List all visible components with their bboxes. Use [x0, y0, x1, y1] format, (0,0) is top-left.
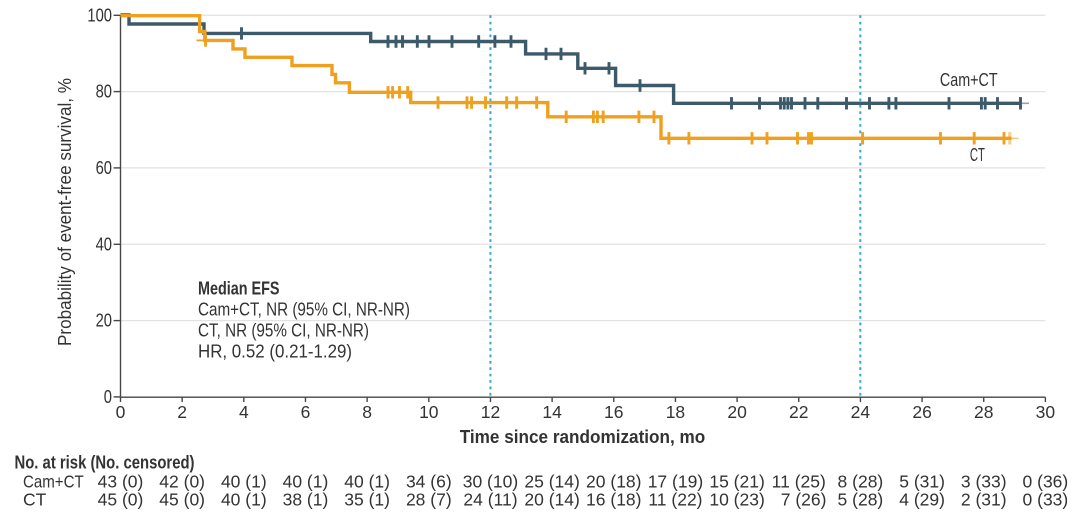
svg-text:5 (31): 5 (31) — [899, 472, 945, 492]
svg-text:Cam+CT: Cam+CT — [940, 70, 998, 90]
svg-text:0: 0 — [116, 402, 126, 422]
svg-text:15 (21): 15 (21) — [709, 472, 764, 492]
svg-text:25 (14): 25 (14) — [524, 472, 579, 492]
svg-text:43 (0): 43 (0) — [98, 472, 144, 492]
svg-text:10: 10 — [419, 402, 439, 422]
svg-text:40 (1): 40 (1) — [344, 472, 390, 492]
svg-text:5 (28): 5 (28) — [838, 489, 884, 509]
svg-text:2 (31): 2 (31) — [961, 489, 1007, 509]
svg-text:26: 26 — [912, 402, 931, 422]
svg-text:17 (19): 17 (19) — [648, 472, 703, 492]
svg-text:4: 4 — [239, 402, 249, 422]
svg-text:34 (6): 34 (6) — [406, 472, 452, 492]
svg-text:10 (23): 10 (23) — [709, 489, 764, 509]
svg-text:30: 30 — [1036, 402, 1056, 422]
svg-text:CT, NR (95% CI, NR-NR): CT, NR (95% CI, NR-NR) — [198, 321, 369, 341]
svg-text:20 (18): 20 (18) — [586, 472, 641, 492]
svg-text:Time since randomization, mo: Time since randomization, mo — [460, 426, 706, 447]
svg-text:40: 40 — [96, 234, 112, 254]
svg-text:Cam+CT, NR (95% CI, NR-NR): Cam+CT, NR (95% CI, NR-NR) — [198, 300, 410, 320]
svg-text:20: 20 — [96, 311, 112, 331]
svg-text:0 (36): 0 (36) — [1023, 472, 1069, 492]
svg-text:0 (33): 0 (33) — [1023, 489, 1069, 509]
svg-text:45 (0): 45 (0) — [159, 489, 205, 509]
svg-text:12: 12 — [481, 402, 500, 422]
svg-text:16 (18): 16 (18) — [586, 489, 641, 509]
svg-text:24: 24 — [851, 402, 871, 422]
svg-text:20: 20 — [727, 402, 747, 422]
svg-text:CT: CT — [970, 145, 985, 165]
svg-text:CT: CT — [23, 489, 47, 509]
svg-text:4 (29): 4 (29) — [899, 489, 945, 509]
svg-text:60: 60 — [96, 158, 112, 178]
svg-text:2: 2 — [177, 402, 187, 422]
svg-text:80: 80 — [96, 82, 112, 102]
svg-text:28: 28 — [974, 402, 993, 422]
svg-text:8 (28): 8 (28) — [838, 472, 884, 492]
svg-text:No. at risk (No. censored): No. at risk (No. censored) — [15, 453, 195, 473]
svg-text:11 (25): 11 (25) — [772, 472, 826, 492]
svg-text:8: 8 — [362, 402, 372, 422]
svg-text:42 (0): 42 (0) — [159, 472, 205, 492]
svg-text:18: 18 — [666, 402, 685, 422]
svg-text:30 (10): 30 (10) — [463, 472, 518, 492]
svg-text:40 (1): 40 (1) — [221, 489, 267, 509]
svg-text:20 (14): 20 (14) — [524, 489, 579, 509]
svg-text:HR, 0.52 (0.21-1.29): HR, 0.52 (0.21-1.29) — [198, 342, 352, 362]
svg-text:16: 16 — [604, 402, 623, 422]
svg-text:24 (11): 24 (11) — [463, 489, 517, 509]
svg-text:100: 100 — [87, 5, 112, 25]
svg-text:3 (33): 3 (33) — [961, 472, 1007, 492]
svg-text:11 (22): 11 (22) — [648, 489, 702, 509]
svg-text:Probability of event-free surv: Probability of event-free survival, % — [54, 78, 75, 346]
svg-text:0: 0 — [104, 387, 112, 407]
svg-text:28 (7): 28 (7) — [406, 489, 452, 509]
svg-text:40 (1): 40 (1) — [221, 472, 267, 492]
svg-text:22: 22 — [789, 402, 808, 422]
svg-text:Median EFS: Median EFS — [198, 279, 280, 299]
svg-text:14: 14 — [542, 402, 562, 422]
svg-text:6: 6 — [301, 402, 311, 422]
svg-text:7 (26): 7 (26) — [781, 489, 827, 509]
svg-text:38 (1): 38 (1) — [283, 489, 329, 509]
svg-text:Cam+CT: Cam+CT — [23, 472, 84, 492]
svg-text:45 (0): 45 (0) — [98, 489, 144, 509]
svg-text:40 (1): 40 (1) — [283, 472, 329, 492]
svg-text:35 (1): 35 (1) — [344, 489, 390, 509]
